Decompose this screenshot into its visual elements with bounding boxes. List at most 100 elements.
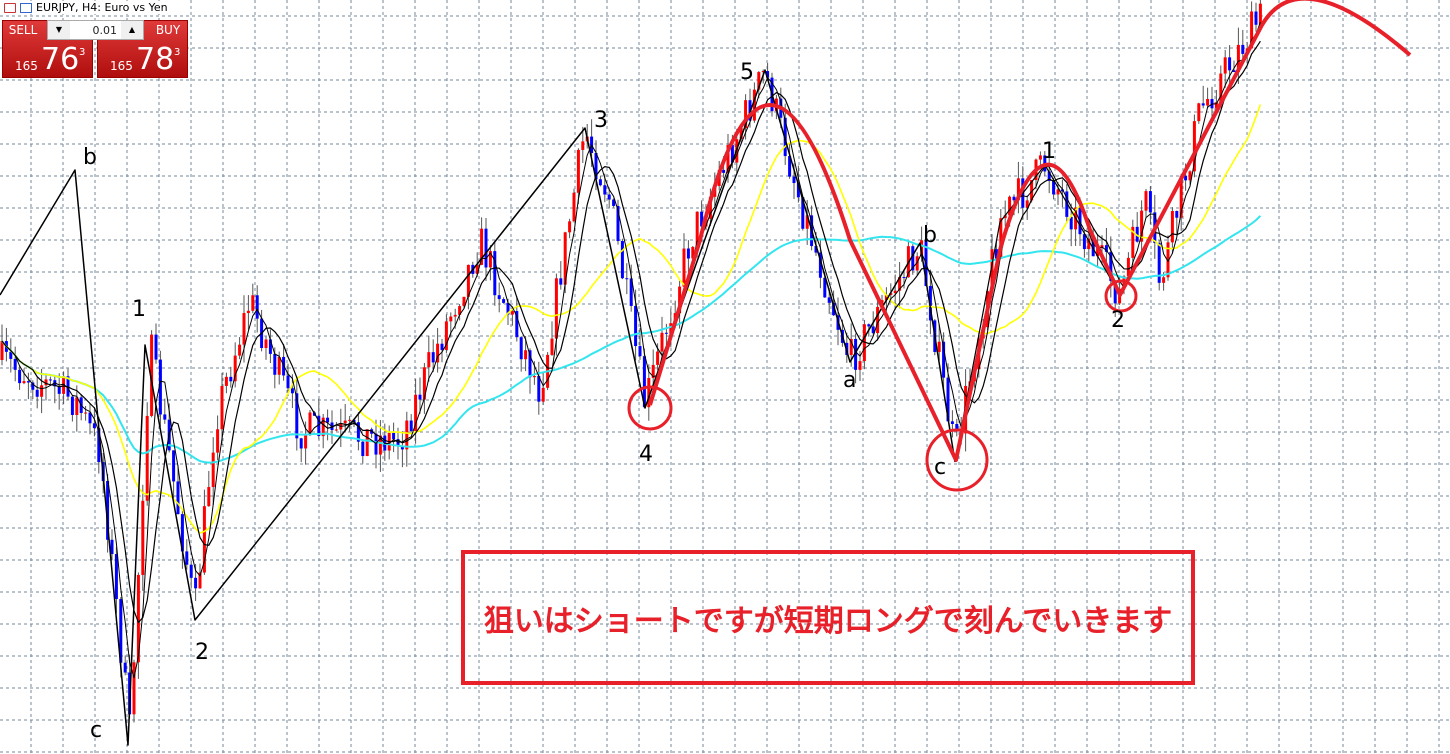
candle [497,295,501,300]
candle [805,215,809,229]
candle [757,72,761,90]
candle [220,385,224,430]
candle [532,376,536,378]
buy-price-sup: 3 [174,47,181,58]
candle [75,397,79,415]
wave-label: a [843,368,857,393]
buy-price-big: 78 [136,42,175,77]
candle [1069,216,1073,230]
candle [827,297,831,303]
candle [92,423,96,429]
candle [946,377,950,422]
candle [114,554,118,600]
candle [801,197,805,229]
lot-decrease-icon[interactable]: ▼ [48,21,70,39]
menu-icon[interactable] [4,2,16,13]
candle [295,393,299,439]
candle [920,240,924,257]
candle [937,341,941,352]
candle [642,356,646,408]
candle [1197,103,1201,122]
candle [867,324,871,327]
wave-label: b [923,223,937,248]
candle [1056,189,1060,195]
candle [1052,180,1056,195]
candle [568,221,572,233]
candle [1140,210,1144,242]
candle [1131,226,1135,258]
lot-increase-icon[interactable]: ▲ [121,21,143,39]
candle [1082,234,1086,250]
candle [537,376,541,402]
candle [106,481,110,540]
candle [686,248,690,259]
candle [207,487,211,507]
candle [365,429,369,457]
candle [1188,171,1192,181]
candle [669,323,673,334]
candle [1096,248,1100,257]
candle [620,241,624,279]
slow-ma-line [1,215,1262,464]
fast-ma-line-2 [1,21,1261,679]
candle [216,429,220,453]
candle [898,277,902,291]
candle [484,228,488,268]
candle [994,249,998,259]
annotation-circle [925,428,989,492]
candle [629,278,633,306]
sell-button[interactable]: SELL 165 76 3 [2,20,93,78]
candle [1206,98,1210,106]
candle [475,264,479,274]
candle [682,248,686,287]
candle [1126,257,1130,277]
lot-input[interactable]: 0.01 [92,23,118,37]
candle [35,389,39,397]
chart-title: EURJPY, H4: Euro vs Yen [36,1,168,14]
candle [238,344,242,356]
candle [44,379,48,386]
candle [444,321,448,350]
candle [796,183,800,198]
candle [343,420,347,424]
candle [695,211,699,247]
candle [70,396,74,415]
wave-label: 3 [594,108,608,133]
candle [928,285,932,321]
candle [255,295,259,319]
candle [396,439,400,447]
candle [97,428,101,463]
candle [176,481,180,515]
candle [321,417,325,437]
candle [519,337,523,360]
lot-size-stepper[interactable]: ▼ 0.01 ▲ [47,20,144,40]
candle [1104,245,1108,252]
candle [1175,211,1179,218]
candle [317,415,321,437]
candle [990,249,994,292]
candle [559,278,563,285]
candle [1258,3,1262,25]
candle [290,388,294,394]
candle [418,394,422,400]
candle [488,251,492,268]
candle [572,192,576,222]
candle [158,359,162,415]
candle [876,306,880,334]
candle [304,434,308,449]
candle [374,433,378,455]
candle [286,375,290,389]
candle [1144,191,1148,211]
candle [1254,11,1258,25]
candle [1060,189,1064,192]
candle [726,145,730,173]
candle [832,302,836,316]
candle [273,353,277,375]
candle [612,199,616,206]
candle [849,338,853,355]
candle [1236,44,1240,72]
candle [1008,196,1012,216]
candle [202,506,206,573]
candle [1038,155,1042,160]
